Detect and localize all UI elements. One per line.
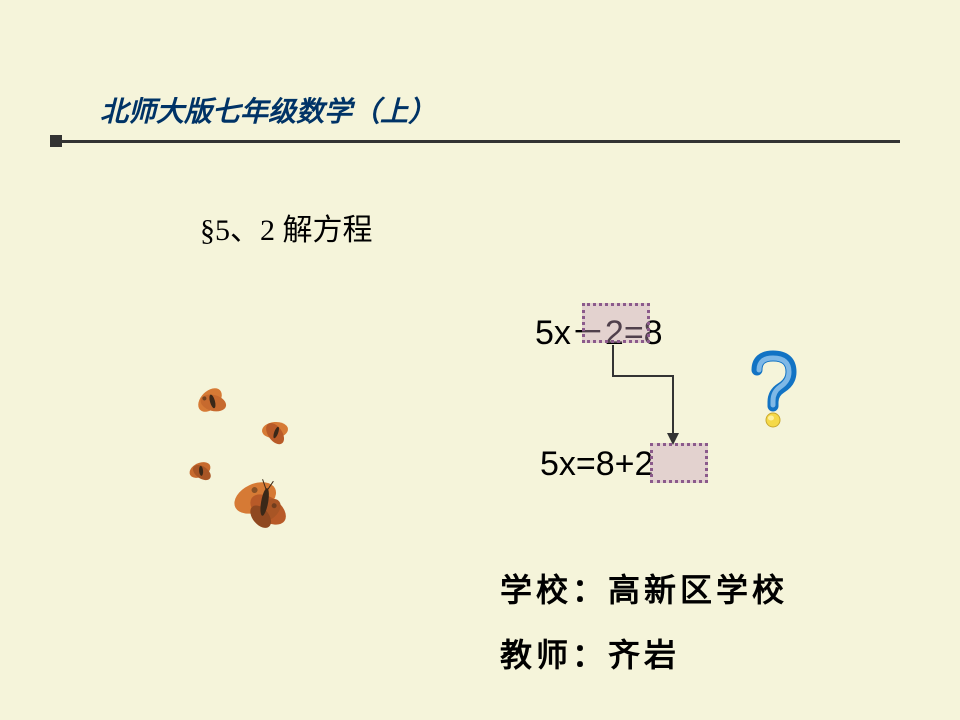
butterfly-group-icon [180, 380, 400, 580]
teacher-info: 教师：齐岩 [500, 630, 680, 676]
highlight-box-2 [650, 443, 708, 483]
teacher-name: 齐岩 [608, 637, 680, 673]
horizontal-rule [50, 140, 900, 143]
equation-2: 5x=8+2 [540, 445, 653, 484]
school-name: 高新区学校 [608, 572, 788, 608]
school-label: 学校： [500, 572, 608, 608]
textbook-header: 北师大版七年级数学（上） [100, 90, 436, 130]
school-info: 学校：高新区学校 [500, 565, 788, 611]
section-title: §5、2 解方程 [200, 205, 373, 249]
transposition-arrow [612, 345, 684, 445]
question-mark-icon [745, 350, 805, 430]
highlight-box-1 [582, 303, 650, 343]
teacher-label: 教师： [500, 637, 608, 673]
